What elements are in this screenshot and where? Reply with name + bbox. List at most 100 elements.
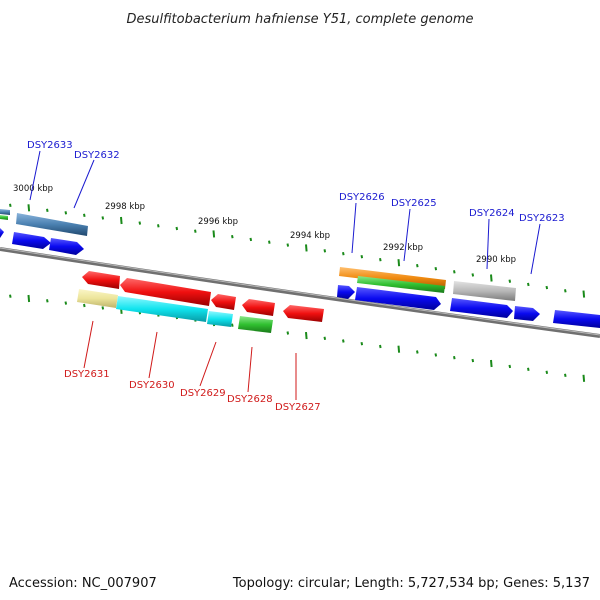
gene-arrow-dsy2624[interactable] (450, 298, 513, 318)
gene-dsy2631-domain[interactable] (77, 289, 118, 308)
scale-ticks-inner (9, 294, 586, 382)
gene-label-dsy2627[interactable]: DSY2627 (275, 402, 321, 413)
scale-tick (582, 290, 586, 298)
scale-tick (453, 270, 456, 274)
scale-tick (471, 273, 475, 277)
scale-tick (527, 367, 530, 371)
scale-label-3000: 3000 kbp (13, 184, 53, 194)
gene-dsy2629-domain[interactable] (207, 311, 233, 327)
scale-tick (490, 274, 493, 282)
reverse-gene-labels: DSY2631 DSY2630 DSY2629 DSY2628 DSY2627 (64, 320, 321, 413)
scale-tick (286, 243, 290, 247)
scale-tick (379, 344, 382, 349)
gene-label-dsy2633[interactable]: DSY2633 (27, 140, 73, 151)
scale-tick (545, 285, 549, 290)
scale-tick (46, 208, 49, 212)
scale-tick (27, 204, 31, 212)
gene-dsy2633-domain[interactable] (16, 213, 88, 236)
gene-arrow-dsy2630[interactable] (120, 278, 211, 306)
scale-labels: 3000 kbp 2998 kbp 2996 kbp 2994 kbp 2992… (13, 184, 516, 265)
scale-tick (453, 356, 456, 360)
scale-tick (231, 323, 234, 327)
scale-tick (342, 252, 345, 256)
gene-label-dsy2630[interactable]: DSY2630 (129, 380, 175, 391)
scale-tick (194, 229, 197, 233)
gene-dsy2630-domain[interactable] (116, 296, 208, 322)
scale-ticks-outer (9, 203, 586, 298)
scale-tick (564, 289, 567, 293)
scale-tick (305, 332, 308, 340)
scale-tick (27, 294, 31, 303)
scale-tick (231, 235, 234, 239)
scale-tick (508, 364, 512, 369)
scale-tick (83, 303, 86, 308)
forward-gene-labels: DSY2633 DSY2632 DSY2626 DSY2625 DSY2624 … (27, 140, 565, 275)
scale-tick (434, 267, 438, 271)
scale-tick (323, 336, 327, 340)
genome-summary-text: Topology: circular; Length: 5,727,534 bp… (232, 576, 590, 591)
gene-arrow-dsy2632[interactable] (49, 238, 84, 255)
gene-label-dsy2625[interactable]: DSY2625 (391, 198, 437, 209)
scale-tick (323, 249, 327, 253)
gene-feature[interactable] (0, 209, 10, 215)
scale-tick (508, 279, 512, 283)
scale-tick (360, 342, 364, 346)
gene-feature[interactable] (0, 215, 8, 220)
gene-label-dsy2626[interactable]: DSY2626 (339, 192, 385, 203)
scale-tick (342, 339, 345, 343)
scale-tick (286, 331, 290, 335)
gene-arrow-dsy2629[interactable] (211, 294, 236, 310)
scale-tick (490, 359, 493, 368)
genome-backbone (0, 247, 600, 338)
scale-label-2998: 2998 kbp (105, 202, 145, 212)
gene-label-dsy2632[interactable]: DSY2632 (74, 150, 120, 161)
gene-label-dsy2623[interactable]: DSY2623 (519, 213, 565, 224)
scale-label-2990: 2990 kbp (476, 255, 516, 265)
scale-tick (545, 370, 549, 374)
gene-dsy2624-domain[interactable] (453, 281, 516, 301)
gene-arrow-dsy2628[interactable] (242, 299, 275, 316)
scale-tick (397, 259, 401, 267)
scale-tick (305, 244, 308, 252)
gene-arrow-dsy2634[interactable] (0, 228, 4, 238)
accession-text: Accession: NC_007907 (9, 576, 157, 591)
scale-tick (83, 213, 86, 217)
gene-arrow-dsy2633[interactable] (12, 232, 51, 249)
scale-label-2992: 2992 kbp (383, 243, 423, 253)
gene-label-dsy2629[interactable]: DSY2629 (180, 388, 226, 399)
scale-tick (138, 221, 142, 225)
gene-label-dsy2624[interactable]: DSY2624 (469, 208, 515, 219)
forward-strand-features (0, 209, 600, 328)
reverse-strand-features (77, 271, 324, 333)
gene-label-dsy2628[interactable]: DSY2628 (227, 394, 273, 405)
scale-tick (527, 282, 530, 287)
scale-tick (101, 306, 105, 310)
scale-tick (379, 258, 382, 262)
scale-tick (564, 373, 567, 377)
scale-tick (64, 211, 68, 215)
scale-tick (268, 240, 271, 244)
gene-arrow-dsy2627[interactable] (283, 305, 324, 322)
gene-arrow-dsy2626[interactable] (337, 285, 355, 299)
scale-label-2996: 2996 kbp (198, 217, 238, 227)
gene-arrow-dsy2622[interactable] (553, 310, 600, 328)
scale-tick (212, 230, 216, 238)
scale-tick (175, 226, 179, 231)
scale-tick (360, 255, 364, 259)
scale-tick (120, 216, 123, 225)
gene-dsy2628-domain[interactable] (238, 316, 273, 333)
gene-arrow-dsy2623[interactable] (514, 306, 540, 321)
scale-tick (582, 374, 586, 382)
scale-tick (9, 203, 12, 207)
gene-arrow-dsy2625[interactable] (355, 287, 441, 310)
genome-title: Desulfitobacterium hafniense Y51, comple… (126, 12, 473, 27)
scale-tick (9, 294, 12, 298)
genome-backbone-highlight (0, 247, 600, 336)
scale-tick (249, 237, 253, 242)
scale-tick (434, 353, 438, 357)
gene-dsy2625-domain[interactable] (357, 276, 445, 293)
gene-label-dsy2631[interactable]: DSY2631 (64, 369, 110, 380)
gene-arrow-dsy2631[interactable] (82, 271, 120, 289)
scale-tick (64, 301, 68, 305)
